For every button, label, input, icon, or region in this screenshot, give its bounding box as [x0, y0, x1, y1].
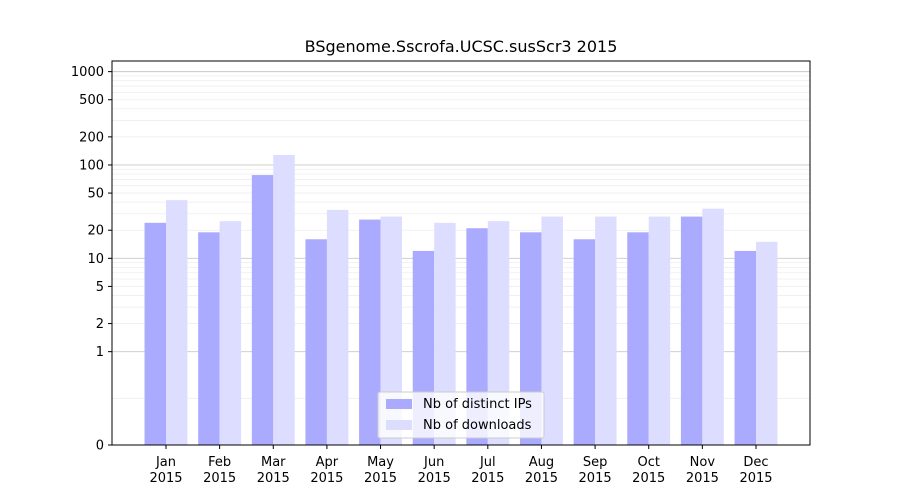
x-tick-label-year: 2015: [686, 471, 719, 486]
bar-distinct-ips: [251, 175, 274, 445]
legend-box: [377, 391, 545, 439]
bar-distinct-ips: [680, 216, 703, 445]
bar-downloads: [326, 209, 349, 445]
y-tick-label: 10: [87, 252, 104, 267]
x-tick-label-year: 2015: [739, 471, 772, 486]
bar-downloads: [595, 216, 617, 445]
bar-downloads: [219, 221, 242, 445]
x-tick-label-year: 2015: [579, 471, 612, 486]
x-tick-label-month: Feb: [208, 455, 231, 470]
bar-distinct-ips: [734, 250, 756, 445]
x-tick-label-month: Sep: [583, 455, 608, 470]
legend-swatch-downloads: [386, 420, 412, 430]
x-tick-label-year: 2015: [418, 471, 451, 486]
legend-label-downloads: Nb of downloads: [423, 418, 532, 433]
bar-distinct-ips: [466, 228, 488, 445]
legend-label-ips: Nb of distinct IPs: [423, 397, 532, 412]
x-tick-label-month: Jan: [155, 455, 176, 470]
y-axis: 0 1 2 5 10 20 50 100 200 500 1000: [71, 65, 112, 454]
bar-downloads: [434, 222, 456, 445]
bar-distinct-ips: [305, 239, 327, 445]
bar-downloads: [756, 241, 778, 445]
y-tick-label: 1: [96, 345, 104, 360]
chart-title: BSgenome.Sscrofa.UCSC.susScr3 2015: [305, 37, 618, 56]
bar-downloads: [702, 208, 724, 445]
y-tick-label: 5: [96, 280, 104, 295]
bar-distinct-ips: [627, 232, 649, 445]
x-tick-label-year: 2015: [257, 471, 290, 486]
y-tick-label: 50: [87, 187, 104, 202]
bar-downloads: [648, 216, 671, 445]
bar-distinct-ips: [144, 222, 166, 445]
y-tick-label: 20: [87, 224, 104, 239]
y-tick-label: 100: [79, 158, 104, 173]
x-tick-label-year: 2015: [149, 471, 182, 486]
x-tick-label-month: May: [367, 455, 394, 470]
bar-downloads: [273, 154, 295, 445]
bar-distinct-ips: [198, 232, 220, 445]
x-tick-label-year: 2015: [525, 471, 558, 486]
y-tick-label: 2: [96, 317, 104, 332]
y-tick-label: 500: [79, 93, 104, 108]
x-tick-label-year: 2015: [310, 471, 343, 486]
x-tick-label-year: 2015: [632, 471, 665, 486]
y-tick-label: 200: [79, 130, 104, 145]
x-tick-label-year: 2015: [203, 471, 236, 486]
x-axis: Jan2015Feb2015Mar2015Apr2015May2015Jun20…: [149, 445, 773, 486]
bar-downloads: [541, 216, 563, 445]
x-tick-label-month: Dec: [743, 455, 768, 470]
bar-distinct-ips: [573, 239, 596, 445]
bar-distinct-ips: [359, 219, 381, 445]
legend: Nb of distinct IPs Nb of downloads: [377, 391, 545, 439]
x-tick-label-month: Nov: [690, 455, 716, 470]
x-tick-label-year: 2015: [471, 471, 504, 486]
bar-downloads: [487, 221, 510, 445]
x-tick-label-month: Mar: [261, 455, 286, 470]
x-tick-label-month: Jul: [479, 455, 496, 470]
x-tick-label-month: Aug: [529, 455, 554, 470]
legend-swatch-ips: [386, 399, 412, 409]
bar-downloads: [380, 216, 402, 445]
x-tick-label-month: Oct: [637, 455, 659, 470]
x-tick-label-month: Jun: [423, 455, 444, 470]
x-tick-label-year: 2015: [364, 471, 397, 486]
bar-downloads: [166, 200, 188, 445]
plot-area: [111, 60, 811, 446]
x-tick-label-month: Apr: [316, 455, 339, 470]
y-tick-label: 0: [96, 439, 104, 454]
y-tick-label: 1000: [71, 65, 104, 80]
